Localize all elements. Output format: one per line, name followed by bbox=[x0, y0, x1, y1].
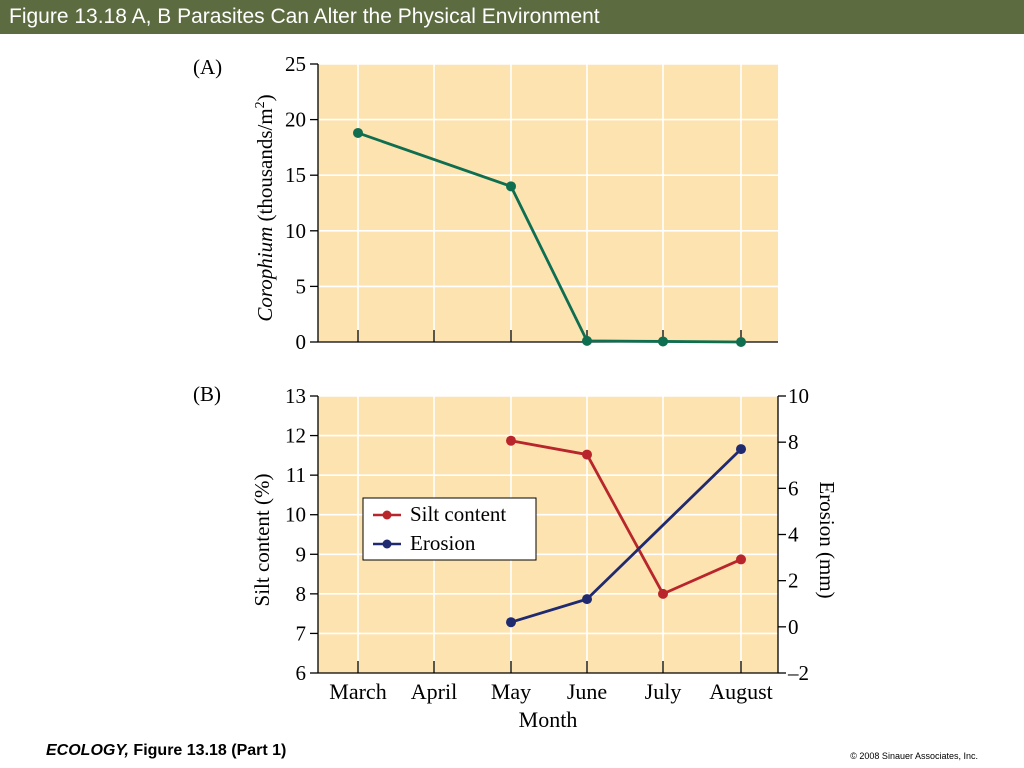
copyright: © 2008 Sinauer Associates, Inc. bbox=[850, 751, 978, 761]
slide-title: Figure 13.18 A, B Parasites Can Alter th… bbox=[0, 0, 1024, 34]
panel-a-y-axis-title: Corophium (thousands/m2) bbox=[253, 94, 277, 321]
panel-a-y-axis-title-close: ) bbox=[253, 94, 277, 101]
corophium-point-may bbox=[506, 181, 516, 192]
panel-a-label: (A) bbox=[193, 55, 222, 79]
legend: Silt content Erosion bbox=[362, 497, 537, 561]
legend-box bbox=[362, 497, 537, 561]
panel-a-y-axis-title-superscript: 2 bbox=[253, 101, 268, 108]
silt-content-point-july bbox=[658, 588, 668, 599]
panel-b-left-tick-label: 6 bbox=[296, 661, 307, 685]
panel-b-left-tick-label: 7 bbox=[296, 621, 307, 645]
panel-a-y-tick-labels: 0 5 10 15 20 25 bbox=[285, 52, 306, 354]
panel-b-label: (B) bbox=[193, 382, 221, 406]
erosion-point-may bbox=[506, 617, 516, 628]
panel-a-y-tick-label: 25 bbox=[285, 52, 306, 76]
legend-erosion-label: Erosion bbox=[410, 531, 476, 555]
panel-b-x-tick-label-july: July bbox=[645, 679, 682, 704]
panel-b-left-tick-labels: 6 7 8 9 10 11 12 13 bbox=[285, 384, 306, 685]
panel-a-y-tick-label: 5 bbox=[296, 274, 307, 298]
panel-b-left-tick-label: 12 bbox=[285, 424, 306, 448]
panel-b-x-tick-label-june: June bbox=[567, 679, 607, 704]
panel-b-left-tick-label: 9 bbox=[296, 542, 307, 566]
panel-b-right-axis-title: Erosion (mm) bbox=[815, 481, 839, 598]
panel-b-x-tick-labels: March April May June July August bbox=[329, 679, 772, 704]
erosion-point-june bbox=[582, 594, 592, 605]
silt-content-point-august bbox=[736, 554, 746, 565]
legend-silt-label: Silt content bbox=[410, 502, 506, 526]
panel-a-gridlines bbox=[318, 63, 778, 342]
panel-b-ticks bbox=[310, 395, 786, 674]
panel-b-x-axis-title: Month bbox=[519, 707, 578, 732]
panel-b-left-axis-title: Silt content (%) bbox=[250, 474, 274, 607]
silt-content-point-june bbox=[582, 449, 592, 460]
panel-b-left-tick-label: 8 bbox=[296, 582, 307, 606]
figure-source-book: ECOLOGY, bbox=[46, 742, 129, 759]
panel-a: 0 5 10 15 20 25 (A) Corophium (thousands/m2) bbox=[193, 52, 778, 354]
erosion-point-august bbox=[736, 444, 746, 455]
panel-a-y-axis-title-italic: Corophium bbox=[253, 227, 277, 322]
panel-b-right-tick-label: 0 bbox=[788, 615, 799, 639]
panel-a-y-tick-label: 0 bbox=[296, 330, 307, 354]
corophium-point-june bbox=[582, 335, 592, 346]
corophium-point-march bbox=[353, 127, 363, 138]
panel-b-right-tick-label: –2 bbox=[787, 661, 809, 685]
panel-b-x-tick-label-august: August bbox=[709, 679, 773, 704]
panel-b: 6 7 8 9 10 11 12 13 –2 0 2 4 6 8 10 March April May June… bbox=[193, 382, 839, 732]
panel-a-y-axis-title-units: (thousands/m bbox=[253, 108, 277, 226]
legend-erosion-marker bbox=[382, 539, 392, 549]
panel-b-x-tick-label-may: May bbox=[491, 679, 531, 704]
panel-a-y-tick-label: 20 bbox=[285, 108, 306, 132]
silt-content-series-line bbox=[510, 439, 742, 596]
panel-a-y-tick-label: 15 bbox=[285, 163, 306, 187]
panel-b-left-tick-label: 10 bbox=[285, 503, 306, 527]
corophium-point-august bbox=[736, 337, 746, 347]
panel-b-left-tick-label: 13 bbox=[285, 384, 306, 408]
panel-b-x-tick-label-april: April bbox=[411, 679, 457, 704]
panel-b-series bbox=[506, 435, 746, 628]
panel-b-right-tick-label: 2 bbox=[788, 569, 799, 593]
silt-content-point-may bbox=[506, 435, 516, 446]
panel-b-right-tick-label: 8 bbox=[788, 430, 799, 454]
figure-source: ECOLOGY, Figure 13.18 (Part 1) bbox=[46, 742, 286, 760]
panel-b-right-tick-label: 4 bbox=[788, 523, 799, 547]
panel-b-left-tick-label: 11 bbox=[286, 463, 306, 487]
panel-b-right-tick-label: 10 bbox=[788, 384, 809, 408]
legend-silt-marker bbox=[382, 510, 392, 520]
panel-a-series bbox=[353, 127, 746, 347]
panel-b-x-tick-label-march: March bbox=[329, 679, 386, 704]
panel-a-y-tick-label: 10 bbox=[285, 219, 306, 243]
figure-source-figure: Figure 13.18 (Part 1) bbox=[128, 742, 287, 759]
panel-a-plot-area bbox=[318, 64, 778, 342]
corophium-point-july bbox=[658, 336, 668, 347]
panel-b-right-tick-labels: –2 0 2 4 6 8 10 bbox=[787, 384, 809, 685]
panel-b-right-tick-label: 6 bbox=[788, 476, 799, 500]
